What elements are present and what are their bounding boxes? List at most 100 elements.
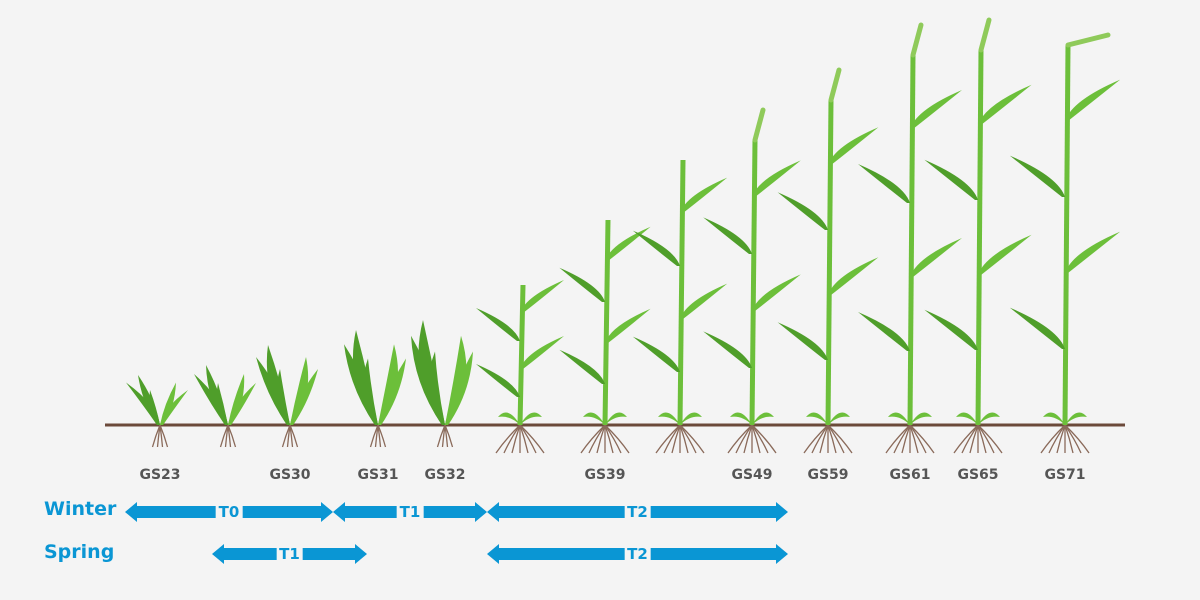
base-leaf — [752, 412, 774, 425]
root — [909, 424, 935, 454]
leaf — [1065, 231, 1121, 273]
leaf — [924, 159, 978, 200]
wheat-ear — [752, 107, 766, 143]
root — [1056, 424, 1066, 454]
root — [596, 424, 606, 454]
leaf — [378, 344, 399, 425]
leaf — [290, 369, 318, 425]
leaf — [703, 331, 752, 368]
leaf — [1009, 307, 1065, 349]
root — [159, 424, 169, 448]
root — [961, 424, 979, 454]
base-leaf — [583, 412, 605, 425]
base-leaf — [910, 412, 932, 425]
wheat-ear — [828, 67, 842, 103]
leaf — [445, 351, 473, 425]
leaf — [632, 336, 680, 372]
leaf — [228, 374, 245, 425]
base-leaf — [1043, 412, 1065, 425]
leaf — [777, 192, 828, 230]
root — [727, 424, 753, 454]
base-leaf — [828, 412, 850, 425]
stem — [825, 99, 834, 426]
stem — [907, 54, 916, 426]
leaf — [910, 238, 962, 277]
growth-stage-label: GS23 — [139, 467, 181, 483]
leaf — [828, 127, 879, 165]
growth-stage-label: GS30 — [269, 467, 311, 483]
leaf — [228, 383, 256, 425]
spring-label: Spring — [44, 541, 115, 563]
base-leaf — [658, 412, 680, 425]
root — [827, 424, 837, 454]
leaf — [703, 217, 752, 254]
root — [969, 424, 979, 454]
root — [1064, 424, 1074, 454]
wheat-ear — [910, 22, 924, 58]
growth-stage-label: GS71 — [1044, 467, 1086, 483]
leaf — [445, 335, 467, 425]
root — [751, 424, 777, 454]
root — [604, 424, 614, 454]
base-leaf — [978, 412, 1000, 425]
root — [811, 424, 829, 454]
leaf — [520, 336, 564, 369]
root — [803, 424, 829, 454]
leaf — [476, 364, 520, 397]
growth-stage-label: GS39 — [584, 467, 626, 483]
root — [1040, 424, 1066, 454]
root — [885, 424, 911, 454]
base-leaf — [888, 412, 910, 425]
base-leaf — [680, 412, 702, 425]
leaf — [978, 84, 1032, 125]
growth-stage-label: GS49 — [731, 467, 773, 483]
root — [588, 424, 606, 454]
winter-label: Winter — [44, 498, 117, 520]
winter-timing-label: T2 — [624, 504, 651, 520]
leaf — [290, 357, 309, 425]
leaf — [1065, 79, 1121, 121]
root — [604, 424, 630, 454]
leaf — [378, 358, 406, 425]
leaf — [978, 234, 1032, 275]
root — [977, 424, 1003, 454]
leaf — [632, 230, 680, 266]
base-leaf — [1065, 412, 1087, 425]
leaf — [418, 320, 445, 425]
root — [1048, 424, 1066, 454]
root — [679, 424, 705, 454]
root — [495, 424, 521, 454]
leaf — [352, 330, 378, 425]
root — [227, 424, 237, 448]
growth-stage-label: GS65 — [957, 467, 999, 483]
root — [519, 424, 529, 454]
leaf — [605, 308, 651, 343]
root — [663, 424, 681, 454]
leaf — [1009, 155, 1065, 197]
root — [827, 424, 853, 454]
base-leaf — [605, 412, 627, 425]
leaf — [344, 344, 378, 425]
stem — [975, 49, 984, 426]
spring-timing-label: T2 — [624, 546, 651, 562]
growth-stage-label: GS32 — [424, 467, 466, 483]
root — [893, 424, 911, 454]
leaf — [858, 164, 910, 203]
leaf — [605, 226, 651, 261]
leaf — [828, 257, 879, 295]
stem — [602, 219, 611, 426]
stem — [677, 159, 686, 426]
root — [743, 424, 753, 454]
wheat-ear — [978, 17, 992, 53]
root — [901, 424, 911, 454]
base-leaf — [498, 412, 520, 425]
leaf — [858, 312, 910, 351]
leaf — [194, 374, 228, 425]
stem — [749, 139, 758, 426]
base-leaf — [520, 412, 542, 425]
leaf — [160, 390, 188, 425]
root — [751, 424, 761, 454]
base-leaf — [956, 412, 978, 425]
leaf — [411, 335, 445, 425]
